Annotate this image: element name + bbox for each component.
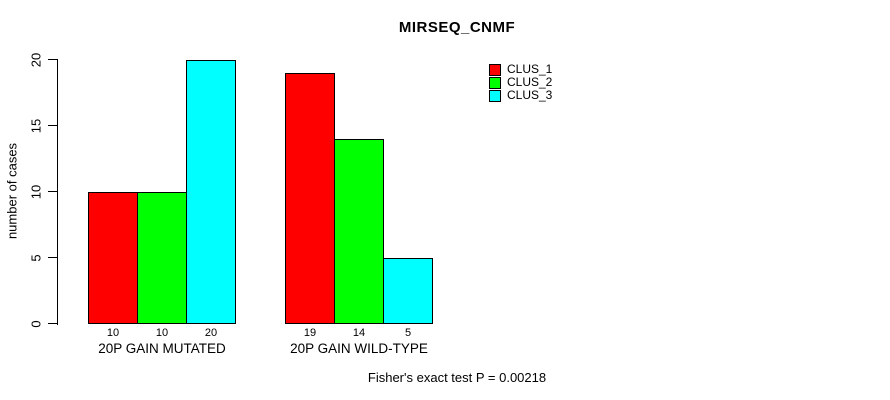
chart-title: MIRSEQ_CNMF bbox=[398, 19, 516, 36]
bar-value-label: 19 bbox=[303, 327, 317, 339]
legend-swatch-clus_1 bbox=[489, 63, 501, 76]
y-axis-label: number of cases bbox=[4, 142, 20, 240]
y-axis-tick bbox=[48, 323, 58, 324]
bar-clus_2-group2 bbox=[334, 139, 384, 324]
y-axis-tick-label: 0 bbox=[28, 320, 44, 328]
bar-value-label: 14 bbox=[352, 327, 366, 339]
legend-row: CLUS_1 bbox=[489, 63, 552, 76]
bar-clus_1-group2 bbox=[285, 73, 335, 324]
bar-value-label: 10 bbox=[106, 327, 120, 339]
legend-row: CLUS_3 bbox=[489, 89, 552, 102]
legend-label: CLUS_1 bbox=[507, 62, 553, 76]
y-axis-tick bbox=[48, 191, 58, 192]
y-axis-tick bbox=[48, 59, 58, 60]
y-axis-tick bbox=[48, 125, 58, 126]
legend: CLUS_1 CLUS_2 CLUS_3 bbox=[489, 63, 552, 102]
bar-clus_3-group1 bbox=[186, 60, 236, 324]
y-axis-tick-label: 15 bbox=[28, 118, 44, 134]
bar-value-label: 10 bbox=[155, 327, 169, 339]
x-category-label: 20P GAIN WILD-TYPE bbox=[290, 341, 428, 356]
bar-clus_2-group1 bbox=[137, 192, 187, 324]
bar-clus_1-group1 bbox=[88, 192, 138, 324]
legend-row: CLUS_2 bbox=[489, 76, 552, 89]
legend-label: CLUS_2 bbox=[507, 75, 553, 89]
y-axis-tick-label: 5 bbox=[28, 254, 44, 262]
y-axis-tick bbox=[48, 257, 58, 258]
legend-swatch-clus_3 bbox=[489, 89, 501, 102]
legend-label: CLUS_3 bbox=[507, 88, 553, 102]
x-category-label: 20P GAIN MUTATED bbox=[98, 341, 226, 356]
y-axis-tick-label: 10 bbox=[28, 184, 44, 200]
y-axis-tick-label: 20 bbox=[28, 52, 44, 68]
bar-clus_3-group2 bbox=[383, 258, 433, 324]
legend-swatch-clus_2 bbox=[489, 76, 501, 89]
bar-value-label: 20 bbox=[204, 327, 218, 339]
y-axis-line bbox=[57, 60, 58, 325]
bar-value-label: 5 bbox=[404, 327, 412, 339]
annotation-text: Fisher's exact test P = 0.00218 bbox=[367, 370, 547, 385]
